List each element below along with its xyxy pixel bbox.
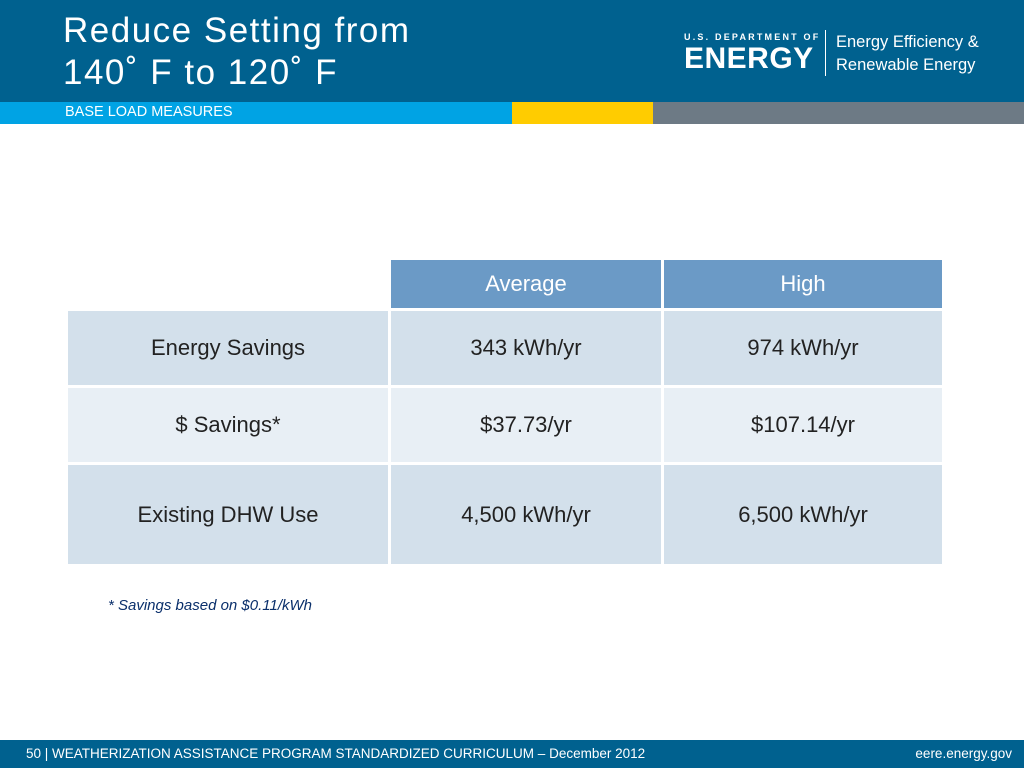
- eere-line-2: Renewable Energy: [836, 56, 976, 74]
- cell-dollar-savings-average: $37.73/yr: [388, 385, 664, 465]
- table-header-row: Average High: [65, 257, 945, 311]
- header-bar: [0, 0, 1024, 102]
- row-label-existing-dhw-use: Existing DHW Use: [65, 462, 391, 567]
- table-row: $ Savings* $37.73/yr $107.14/yr: [65, 385, 945, 465]
- footnote: * Savings based on $0.11/kWh: [108, 597, 313, 614]
- section-label: BASE LOAD MEASURES: [65, 104, 233, 120]
- cell-energy-savings-average: 343 kWh/yr: [388, 308, 664, 388]
- table-row: Energy Savings 343 kWh/yr 974 kWh/yr: [65, 308, 945, 388]
- cell-existing-dhw-high: 6,500 kWh/yr: [661, 462, 945, 567]
- doe-energy-wordmark: ENERGY: [684, 42, 814, 75]
- savings-table: Average High Energy Savings 343 kWh/yr 9…: [65, 257, 945, 567]
- accent-band-gray: [653, 102, 1024, 124]
- cell-energy-savings-high: 974 kWh/yr: [661, 308, 945, 388]
- accent-band-yellow: [512, 102, 653, 124]
- eere-line-1: Energy Efficiency &: [836, 33, 979, 51]
- accent-band-blue: [0, 102, 512, 124]
- cell-dollar-savings-high: $107.14/yr: [661, 385, 945, 465]
- column-header-average: Average: [388, 257, 664, 311]
- row-label-energy-savings: Energy Savings: [65, 308, 391, 388]
- doe-department-text: U.S. DEPARTMENT OF: [684, 32, 821, 42]
- table-corner-cell: [65, 257, 391, 311]
- logo-divider: [825, 30, 826, 76]
- row-label-dollar-savings: $ Savings*: [65, 385, 391, 465]
- table-row: Existing DHW Use 4,500 kWh/yr 6,500 kWh/…: [65, 462, 945, 567]
- footer-url: eere.energy.gov: [915, 746, 1012, 761]
- eere-logo-text: Energy Efficiency & Renewable Energy: [836, 31, 979, 77]
- column-header-high: High: [661, 257, 945, 311]
- slide-title: Reduce Setting from 140˚ F to 120˚ F: [63, 11, 411, 92]
- footer-bar: [0, 740, 1024, 768]
- doe-logo: U.S. DEPARTMENT OF ENERGY: [684, 30, 824, 80]
- footer-text: 50 | WEATHERIZATION ASSISTANCE PROGRAM S…: [26, 746, 646, 761]
- cell-existing-dhw-average: 4,500 kWh/yr: [388, 462, 664, 567]
